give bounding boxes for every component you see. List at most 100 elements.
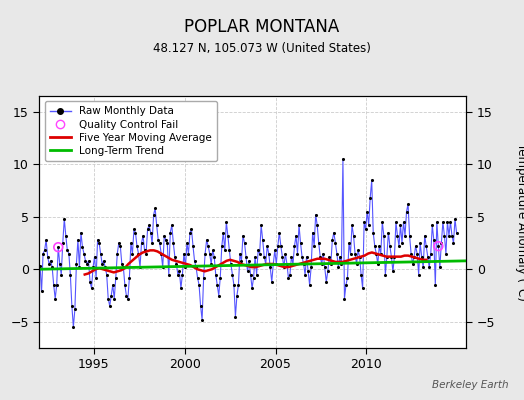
Point [433, 219, 441, 225]
Point [251, 254, 259, 260]
Point [318, 261, 326, 267]
Point [128, 250, 137, 257]
Point [330, 229, 338, 236]
Point [118, 261, 126, 267]
Point [222, 219, 231, 225]
Point [181, 264, 190, 270]
Point [414, 271, 423, 278]
Point [178, 271, 187, 278]
Point [59, 240, 67, 246]
Point [169, 240, 178, 246]
Text: POPLAR MONTANA: POPLAR MONTANA [184, 18, 340, 36]
Point [340, 296, 348, 302]
Point [202, 237, 211, 243]
Point [311, 212, 320, 218]
Point [427, 250, 435, 257]
Point [256, 250, 264, 257]
Point [116, 243, 125, 249]
Point [242, 254, 250, 260]
Point [177, 285, 185, 291]
Point [419, 264, 428, 270]
Point [350, 232, 358, 239]
Point [205, 250, 214, 257]
Point [248, 285, 256, 291]
Point [266, 264, 275, 270]
Point [410, 254, 418, 260]
Point [136, 264, 144, 270]
Point [451, 216, 459, 222]
Point [269, 261, 278, 267]
Point [297, 240, 305, 246]
Point [43, 254, 52, 260]
Point [216, 274, 224, 281]
Point [304, 268, 312, 274]
Point [342, 282, 350, 288]
Point [210, 254, 219, 260]
Text: Berkeley Earth: Berkeley Earth [432, 380, 508, 390]
Point [195, 282, 203, 288]
Point [101, 264, 110, 270]
Point [63, 247, 71, 254]
Point [140, 247, 149, 254]
Point [392, 219, 400, 225]
Point [217, 243, 226, 249]
Point [159, 264, 167, 270]
Point [107, 292, 115, 299]
Point [234, 282, 243, 288]
Point [233, 292, 241, 299]
Point [96, 250, 105, 257]
Point [302, 254, 311, 260]
Point [204, 243, 212, 249]
Point [90, 254, 99, 260]
Point [81, 258, 90, 264]
Point [237, 258, 246, 264]
Point [395, 243, 403, 249]
Point [292, 232, 300, 239]
Point [389, 268, 397, 274]
Point [78, 244, 86, 250]
Point [307, 264, 315, 270]
Point [435, 264, 444, 270]
Point [430, 237, 438, 243]
Point [224, 232, 232, 239]
Point [221, 247, 229, 254]
Point [119, 264, 127, 270]
Point [383, 254, 391, 260]
Point [146, 229, 155, 236]
Point [89, 264, 97, 270]
Point [445, 232, 453, 239]
Point [132, 229, 140, 236]
Point [75, 264, 84, 270]
Point [260, 254, 268, 260]
Point [108, 282, 117, 288]
Point [166, 229, 174, 236]
Point [56, 261, 64, 267]
Point [127, 240, 135, 246]
Point [228, 271, 236, 278]
Point [287, 254, 296, 260]
Point [64, 250, 73, 257]
Point [200, 274, 208, 281]
Point [49, 282, 58, 288]
Point [442, 250, 450, 257]
Point [189, 243, 197, 249]
Point [183, 240, 191, 246]
Point [95, 240, 103, 246]
Point [36, 263, 44, 269]
Point [165, 271, 173, 278]
Point [163, 240, 171, 246]
Point [190, 258, 199, 264]
Point [207, 261, 215, 267]
Point [437, 240, 445, 246]
Point [245, 258, 253, 264]
Point [134, 250, 143, 257]
Point [413, 250, 421, 257]
Point [452, 229, 461, 236]
Point [144, 226, 152, 232]
Point [421, 232, 429, 239]
Point [283, 261, 291, 267]
Point [369, 229, 377, 236]
Point [122, 292, 130, 299]
Point [431, 282, 440, 288]
Point [105, 303, 114, 309]
